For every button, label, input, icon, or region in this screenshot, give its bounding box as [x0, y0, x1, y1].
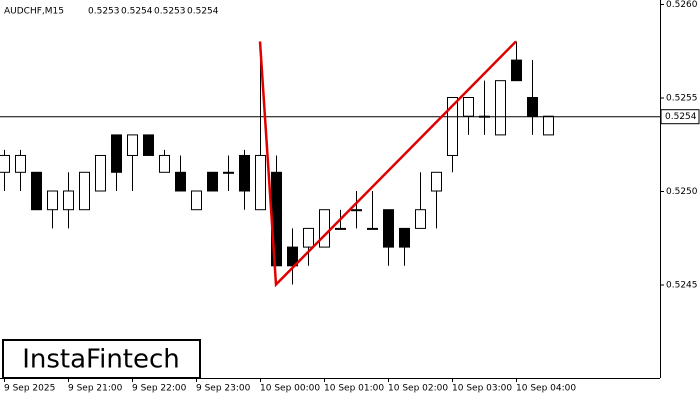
candle-body [463, 97, 474, 117]
candle-body [447, 97, 458, 156]
candle-body [415, 209, 426, 229]
x-tick-label: 9 Sep 21:00 [68, 384, 123, 394]
x-tick-label: 10 Sep 02:00 [388, 384, 448, 394]
candle-body [47, 190, 58, 211]
y-tick-label: 0.5250 [666, 187, 698, 197]
candle-body [127, 134, 138, 156]
candle-body [255, 154, 266, 211]
x-tick-label: 10 Sep 01:00 [324, 384, 384, 394]
candle-body [239, 154, 250, 192]
header-price: 0.5254 [187, 7, 219, 17]
candle-body [223, 171, 234, 174]
candle-body [319, 209, 330, 248]
header-price: 0.5253 [88, 7, 120, 17]
candle-body [287, 246, 298, 267]
candle-body [367, 227, 378, 230]
x-tick-label: 9 Sep 2025 [4, 384, 55, 394]
x-tick-label: 10 Sep 00:00 [260, 384, 320, 394]
watermark: InstaFintech [22, 345, 180, 375]
candle-body [495, 80, 506, 136]
candle-body [79, 171, 90, 211]
watermark-box [2, 339, 201, 379]
candle-body [143, 134, 154, 156]
x-tick-label: 10 Sep 04:00 [516, 384, 576, 394]
candle-body [303, 227, 314, 248]
current-price-box [660, 109, 700, 125]
candle-body [31, 171, 42, 211]
candle-body [335, 227, 346, 230]
y-tick-label: 0.5245 [666, 281, 698, 291]
candle-body [527, 97, 538, 117]
candle-body [159, 154, 170, 173]
symbol: AUDCHF,M15 [4, 7, 64, 17]
candle-body [175, 171, 186, 192]
candle-body [383, 209, 394, 248]
candle-body [191, 190, 202, 211]
candle-body [63, 190, 74, 211]
x-tick-label: 10 Sep 03:00 [452, 384, 512, 394]
candle-body [95, 154, 106, 192]
header-price: 0.5254 [121, 7, 153, 17]
x-tick-label: 9 Sep 22:00 [132, 384, 187, 394]
candle-body [431, 171, 442, 192]
x-tick-label: 9 Sep 23:00 [196, 384, 251, 394]
candle-body [111, 134, 122, 173]
y-tick-label: 0.5255 [666, 94, 698, 104]
candle-body [0, 154, 10, 173]
current-price-label: 0.5254 [665, 112, 697, 122]
candle-body [399, 227, 410, 248]
candle-body [511, 59, 522, 82]
pattern-line [258, 40, 517, 288]
candle-body [15, 154, 26, 173]
candle-body [351, 209, 362, 212]
candle-body [207, 171, 218, 192]
y-tick-label: 0.5260 [666, 0, 698, 10]
header-price: 0.5253 [154, 7, 186, 17]
candle-body [543, 115, 554, 136]
